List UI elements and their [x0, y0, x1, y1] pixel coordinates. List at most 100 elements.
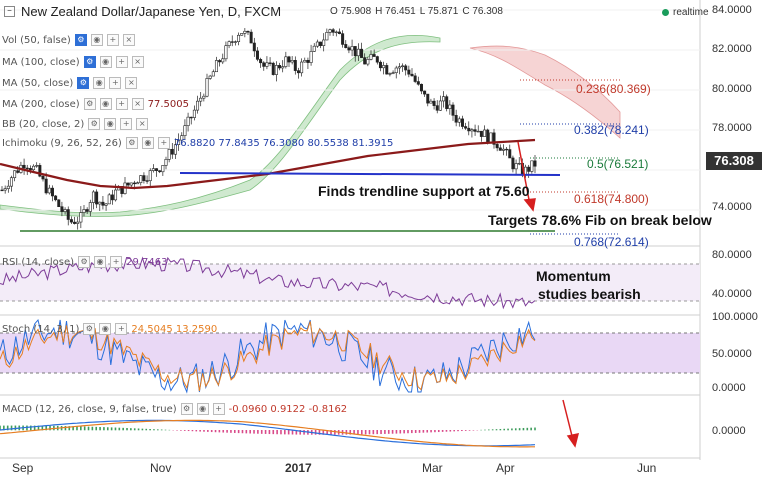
candle — [360, 48, 364, 58]
eye-icon[interactable]: ◉ — [104, 118, 117, 130]
indicator-vol[interactable]: Vol (50, false) ⚙ ◉ + × — [2, 34, 135, 46]
candle — [54, 195, 58, 201]
gear-icon[interactable]: ⚙ — [125, 137, 138, 149]
candle — [91, 191, 95, 203]
eye-icon[interactable]: ◉ — [196, 403, 209, 415]
candle — [460, 118, 464, 127]
plus-icon[interactable]: + — [157, 137, 170, 149]
macd-bar — [426, 430, 429, 433]
eye-icon[interactable]: ◉ — [99, 56, 112, 68]
indicator-ma200[interactable]: MA (200, close) ⚙ ◉ + × 77.5005 — [2, 98, 189, 110]
realtime-dot-icon — [662, 9, 669, 16]
candle — [16, 170, 20, 173]
macd-bar — [245, 430, 248, 434]
gear-icon[interactable]: ⚙ — [77, 77, 90, 89]
macd-bar — [395, 430, 398, 434]
eye-icon[interactable]: ◉ — [99, 323, 112, 335]
gear-icon[interactable]: ⚙ — [180, 403, 193, 415]
macd-bar — [357, 430, 359, 435]
macd-bar — [218, 430, 221, 433]
indicator-ma100[interactable]: MA (100, close) ⚙ ◉ + × — [2, 56, 144, 68]
eye-icon[interactable]: ◉ — [94, 256, 107, 268]
plus-icon[interactable]: + — [106, 34, 119, 46]
macd-bar — [137, 428, 140, 431]
macd-bar — [233, 430, 236, 433]
candle — [177, 139, 181, 145]
candle — [233, 41, 237, 43]
macd-bar — [191, 430, 194, 432]
indicator-label: Ichimoku (9, 26, 52, 26) — [2, 137, 122, 149]
close-icon[interactable]: × — [131, 98, 144, 110]
candle — [511, 157, 515, 170]
macd-bar — [534, 427, 536, 431]
close-icon[interactable]: × — [125, 77, 138, 89]
gear-icon[interactable]: ⚙ — [83, 56, 96, 68]
rsi-legend[interactable]: RSI (14, close) ⚙ ◉ + 29.7463 — [2, 256, 167, 268]
macd-bar — [3, 425, 5, 431]
gear-icon[interactable]: ⚙ — [83, 323, 96, 335]
macd-bar — [68, 426, 71, 431]
candle — [363, 57, 367, 65]
close-value: C 76.308 — [462, 6, 503, 17]
close-icon[interactable]: × — [136, 118, 149, 130]
plus-icon[interactable]: + — [212, 403, 225, 415]
y-tick: 80.0000 — [712, 83, 752, 95]
candle — [132, 182, 136, 185]
plus-icon[interactable]: + — [115, 323, 128, 335]
indicator-ichimoku[interactable]: Ichimoku (9, 26, 52, 26) ⚙ ◉ + 76.8820 77.… — [2, 137, 393, 149]
candle — [454, 115, 458, 123]
low-value: L 75.871 — [419, 6, 459, 17]
x-tick: Jun — [637, 461, 656, 475]
macd-bar — [295, 430, 298, 435]
candle — [290, 60, 294, 63]
candle — [69, 219, 73, 223]
macd-bar — [353, 430, 355, 435]
candle — [350, 46, 354, 51]
candle — [145, 180, 149, 182]
stoch-legend[interactable]: Stoch (14, 3, 1) ⚙ ◉ + 24.5045 13.2590 — [2, 323, 217, 335]
macd-bar — [399, 430, 402, 434]
plus-icon[interactable]: + — [109, 77, 122, 89]
candle — [435, 105, 439, 111]
macd-legend[interactable]: MACD (12, 26, close, 9, false, true) ⚙ ◉ +… — [2, 403, 347, 415]
symbol-title[interactable]: New Zealand Dollar/Japanese Yen, D, FXCM — [21, 4, 282, 19]
macd-bar — [230, 430, 232, 433]
eye-icon[interactable]: ◉ — [141, 137, 154, 149]
candle — [227, 41, 231, 46]
collapse-icon[interactable]: − — [4, 6, 15, 17]
plus-icon[interactable]: + — [110, 256, 123, 268]
close-icon[interactable]: × — [131, 56, 144, 68]
gear-icon[interactable]: ⚙ — [88, 118, 101, 130]
close-icon[interactable]: × — [122, 34, 135, 46]
eye-icon[interactable]: ◉ — [99, 98, 112, 110]
indicator-bb[interactable]: BB (20, close, 2) ⚙ ◉ + × — [2, 118, 149, 130]
eye-icon[interactable]: ◉ — [93, 77, 106, 89]
plus-icon[interactable]: + — [115, 98, 128, 110]
eye-icon[interactable]: ◉ — [90, 34, 103, 46]
x-tick: Apr — [496, 461, 515, 475]
candle — [129, 182, 133, 186]
gear-icon[interactable]: ⚙ — [83, 98, 96, 110]
candle — [303, 59, 307, 63]
candle — [85, 209, 89, 212]
candle — [410, 73, 414, 77]
gear-icon[interactable]: ⚙ — [78, 256, 91, 268]
chart-title: − New Zealand Dollar/Japanese Yen, D, FX… — [4, 4, 281, 19]
candle — [533, 160, 537, 167]
candle — [300, 61, 304, 74]
macd-bar — [299, 430, 302, 435]
plus-icon[interactable]: + — [120, 118, 133, 130]
rsi-tick: 80.0000 — [712, 249, 752, 261]
candle — [230, 41, 234, 43]
macd-bar — [364, 430, 367, 435]
indicator-ma50[interactable]: MA (50, close) ⚙ ◉ + × — [2, 77, 138, 89]
macd-bar — [376, 430, 378, 435]
candle — [382, 65, 386, 69]
candle — [334, 31, 338, 34]
candle — [473, 129, 477, 132]
macd-bar — [210, 430, 213, 433]
gear-icon[interactable]: ⚙ — [74, 34, 87, 46]
macd-bar — [157, 429, 159, 431]
macd-bar — [441, 430, 444, 432]
plus-icon[interactable]: + — [115, 56, 128, 68]
